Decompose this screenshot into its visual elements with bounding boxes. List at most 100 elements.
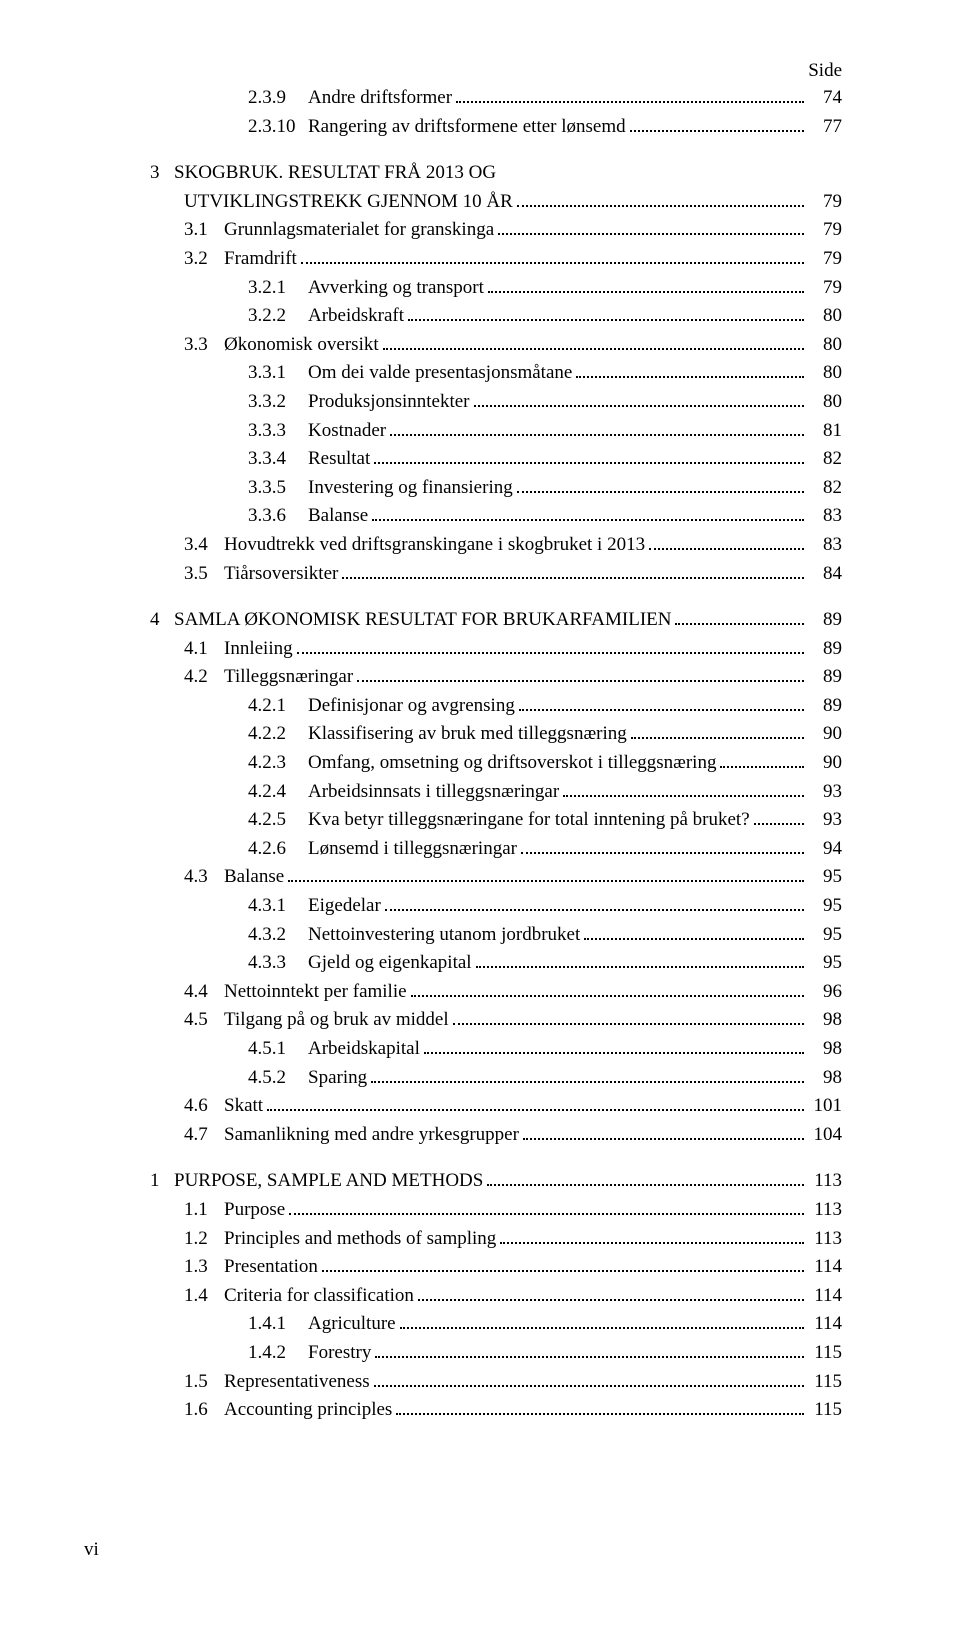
toc-page-number: 82 (808, 474, 842, 503)
toc-number: 4.5 (184, 1006, 224, 1035)
toc-title: Sparing (308, 1064, 367, 1093)
toc-number: 2.3.9 (248, 84, 308, 113)
toc-page-number: 115 (808, 1368, 842, 1397)
toc-number: 4.2.4 (248, 778, 308, 807)
toc-entry: 3.3.1Om dei valde presentasjonsmåtane80 (150, 359, 842, 388)
toc-entry: 4.2.2Klassifisering av bruk med tilleggs… (150, 720, 842, 749)
toc-title: SAMLA ØKONOMISK RESULTAT FOR BRUKARFAMIL… (174, 606, 671, 635)
toc-title: Forestry (308, 1339, 371, 1368)
toc-title: Tiårsoversikter (224, 560, 338, 589)
toc-leader-dots (301, 245, 804, 264)
toc-leader-dots (453, 1006, 804, 1025)
toc-title: Tilgang på og bruk av middel (224, 1006, 449, 1035)
toc-number: 4.5.1 (248, 1035, 308, 1064)
toc-title: Produksjonsinntekter (308, 388, 470, 417)
toc-page-number: 115 (808, 1339, 842, 1368)
toc-page-number: 74 (808, 84, 842, 113)
toc-page-number: 77 (808, 113, 842, 142)
toc-title: Arbeidskapital (308, 1035, 420, 1064)
toc-title: Kostnader (308, 417, 386, 446)
toc-title: Presentation (224, 1253, 318, 1282)
toc-title: PURPOSE, SAMPLE AND METHODS (174, 1167, 483, 1196)
toc-entry: 1.6Accounting principles115 (150, 1396, 842, 1425)
toc-entry: 3.2.2Arbeidskraft80 (150, 302, 842, 331)
toc-number: 3.1 (184, 216, 224, 245)
toc-number: 3.3.2 (248, 388, 308, 417)
toc-leader-dots (371, 1064, 804, 1083)
toc-leader-dots (289, 1196, 804, 1215)
toc-number: 3.3 (184, 331, 224, 360)
toc-number: 4.2 (184, 663, 224, 692)
toc-entry: 1.1Purpose113 (150, 1196, 842, 1225)
toc-page-number: 79 (808, 274, 842, 303)
toc-entry: 4.5Tilgang på og bruk av middel 98 (150, 1006, 842, 1035)
toc-leader-dots (630, 113, 804, 132)
toc-page-number: 90 (808, 749, 842, 778)
toc-page-number: 113 (808, 1167, 842, 1196)
toc-entry: 4.2.4Arbeidsinnsats i tilleggsnæringar 93 (150, 778, 842, 807)
toc-leader-dots (519, 692, 804, 711)
toc-leader-dots (476, 949, 804, 968)
toc-title: Grunnlagsmaterialet for granskinga (224, 216, 494, 245)
toc-entry: 1PURPOSE, SAMPLE AND METHODS 113 (150, 1167, 842, 1196)
toc-page-number: 98 (808, 1006, 842, 1035)
toc-leader-dots (390, 416, 804, 435)
toc-title: Accounting principles (224, 1396, 392, 1425)
toc-leader-dots (396, 1396, 804, 1415)
toc-leader-dots (374, 1367, 804, 1386)
toc-leader-dots (372, 502, 804, 521)
toc-number: 1.1 (184, 1196, 224, 1225)
toc-number: 1.5 (184, 1368, 224, 1397)
toc-page-number: 101 (808, 1092, 842, 1121)
toc-entry: 4.3.2Nettoinvestering utanom jordbruket9… (150, 921, 842, 950)
toc-number: 3.3.6 (248, 502, 308, 531)
toc-leader-dots (375, 1339, 804, 1358)
toc-entry: 3.3.3Kostnader81 (150, 416, 842, 445)
toc-entry: 3.5Tiårsoversikter84 (150, 559, 842, 588)
toc-number: 4.2.6 (248, 835, 308, 864)
toc-page-number: 95 (808, 863, 842, 892)
toc-number: 4.7 (184, 1121, 224, 1150)
toc-leader-dots (267, 1092, 804, 1111)
toc-number: 4.4 (184, 978, 224, 1007)
toc-entry: 4.2.3Omfang, omsetning og driftsoverskot… (150, 749, 842, 778)
toc-number: 1.4 (184, 1282, 224, 1311)
toc-page-number: 98 (808, 1035, 842, 1064)
toc-number: 4.2.3 (248, 749, 308, 778)
toc-number: 4.3.3 (248, 949, 308, 978)
toc-number: 1.3 (184, 1253, 224, 1282)
toc-page-number: 93 (808, 806, 842, 835)
toc-leader-dots (297, 635, 804, 654)
toc-entry: 4.2.5Kva betyr tilleggsnæringane for tot… (150, 806, 842, 835)
toc-page-number: 89 (808, 606, 842, 635)
toc-entry: 4.7Samanlikning med andre yrkesgrupper10… (150, 1121, 842, 1150)
toc-page-number: 104 (808, 1121, 842, 1150)
toc-entry-continuation: UTVIKLINGSTREKK GJENNOM 10 ÅR79 (150, 188, 842, 217)
toc-title: Framdrift (224, 245, 297, 274)
toc-leader-dots (521, 835, 804, 854)
toc-title: Arbeidsinnsats i tilleggsnæringar (308, 778, 559, 807)
toc-leader-dots (487, 1167, 804, 1186)
toc-entry: 3.3Økonomisk oversikt80 (150, 331, 842, 360)
toc-entry: 3.1Grunnlagsmaterialet for granskinga79 (150, 216, 842, 245)
toc-entry: 3.3.4Resultat82 (150, 445, 842, 474)
toc-number: 1 (150, 1167, 174, 1196)
toc-page-number: 80 (808, 359, 842, 388)
toc-leader-dots (517, 474, 804, 493)
toc-page-number: 80 (808, 388, 842, 417)
toc-gap (150, 141, 842, 159)
toc-leader-dots (649, 531, 804, 550)
toc-entry: 4.1Innleiing89 (150, 635, 842, 664)
toc-leader-dots (383, 331, 804, 350)
toc-number: 3.3.5 (248, 474, 308, 503)
toc-entry: 4.2.1Definisjonar og avgrensing89 (150, 692, 842, 721)
toc-number: 3 (150, 159, 174, 188)
toc-page-number: 95 (808, 892, 842, 921)
toc-page-number: 93 (808, 778, 842, 807)
toc-title: Om dei valde presentasjonsmåtane (308, 359, 572, 388)
toc-title: Kva betyr tilleggsnæringane for total in… (308, 806, 750, 835)
toc-title: Definisjonar og avgrensing (308, 692, 515, 721)
toc-entry: 4.4Nettoinntekt per familie96 (150, 978, 842, 1007)
toc-entry: 3SKOGBRUK. RESULTAT FRÅ 2013 OG (150, 159, 842, 188)
toc-number: 4.2.5 (248, 806, 308, 835)
